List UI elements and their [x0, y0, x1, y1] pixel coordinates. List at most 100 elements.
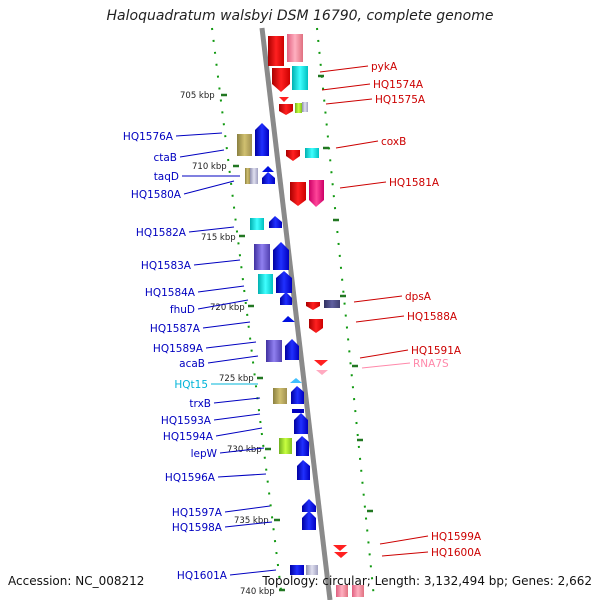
- gene-block[interactable]: [302, 102, 308, 112]
- gene-arrow[interactable]: [297, 460, 310, 480]
- gene-arrow[interactable]: [314, 360, 328, 366]
- gene-block[interactable]: [250, 218, 264, 230]
- gene-arrow[interactable]: [291, 386, 304, 404]
- label-HQ1580A[interactable]: HQ1580A: [131, 189, 182, 201]
- gene-block[interactable]: [245, 168, 250, 184]
- right-leader-lines: [319, 65, 429, 557]
- gene-block[interactable]: [352, 585, 364, 597]
- label-trxB[interactable]: trxB: [189, 398, 211, 410]
- ruler-label-725: 725 kbp: [219, 374, 254, 384]
- genome-backbone: [259, 27, 333, 600]
- gene-arrow[interactable]: [282, 316, 295, 322]
- gene-block[interactable]: [292, 409, 304, 413]
- label-HQ1583A[interactable]: HQ1583A: [141, 260, 192, 272]
- ruler-label-735: 735 kbp: [234, 516, 269, 526]
- gene-arrow[interactable]: [309, 319, 323, 333]
- gene-arrow[interactable]: [334, 552, 348, 558]
- gene-block[interactable]: [305, 148, 319, 158]
- gene-block[interactable]: [324, 300, 340, 308]
- label-RNA7S[interactable]: RNA7S: [413, 358, 449, 370]
- ruler-label-710: 710 kbp: [192, 162, 227, 172]
- label-fhuD[interactable]: fhuD: [170, 304, 195, 316]
- gene-arrow[interactable]: [279, 97, 289, 102]
- reverse-features: [268, 34, 364, 597]
- gene-block[interactable]: [287, 34, 303, 62]
- right-labels: pykA HQ1574A HQ1575A coxB HQ1581A dpsA H…: [371, 61, 482, 559]
- label-acaB[interactable]: acaB: [179, 358, 205, 370]
- gene-arrow[interactable]: [296, 436, 309, 456]
- map-title: Haloquadratum walsbyi DSM 16790, complet…: [106, 8, 494, 24]
- gene-arrow[interactable]: [279, 104, 293, 115]
- left-labels: HQ1576A ctaB taqD HQ1580A HQ1582A HQ1583…: [123, 131, 228, 582]
- gene-block[interactable]: [290, 565, 304, 575]
- gene-arrow[interactable]: [276, 271, 292, 293]
- label-HQ1589A[interactable]: HQ1589A: [153, 343, 204, 355]
- left-leader-lines: [175, 132, 277, 576]
- rna-arrow[interactable]: [316, 370, 328, 375]
- forward-features: [237, 123, 318, 575]
- label-taqD[interactable]: taqD: [154, 171, 179, 183]
- label-HQ1582A[interactable]: HQ1582A: [136, 227, 187, 239]
- label-lepW[interactable]: lepW: [191, 448, 218, 460]
- ruler-label-705: 705 kbp: [180, 91, 215, 101]
- label-HQ1574A[interactable]: HQ1574A: [373, 79, 424, 91]
- gene-block[interactable]: [266, 340, 282, 362]
- label-HQ1575A[interactable]: HQ1575A: [375, 94, 426, 106]
- gene-arrow[interactable]: [306, 302, 320, 310]
- gene-block[interactable]: [295, 103, 302, 113]
- label-HQ1593A[interactable]: HQ1593A: [161, 415, 212, 427]
- gene-arrow[interactable]: [262, 166, 274, 172]
- label-HQ1599A[interactable]: HQ1599A: [431, 531, 482, 543]
- gene-arrow[interactable]: [280, 292, 292, 305]
- ruler-label-740: 740 kbp: [240, 587, 275, 597]
- gene-arrow[interactable]: [285, 339, 299, 360]
- gene-arrow[interactable]: [255, 123, 269, 156]
- label-HQt15[interactable]: HQt15: [174, 379, 208, 391]
- gene-arrow[interactable]: [333, 545, 347, 551]
- label-pykA[interactable]: pykA: [371, 61, 398, 73]
- label-HQ1587A[interactable]: HQ1587A: [150, 323, 201, 335]
- gene-block[interactable]: [273, 388, 287, 404]
- label-HQ1584A[interactable]: HQ1584A: [145, 287, 196, 299]
- gene-arrow[interactable]: [302, 499, 316, 512]
- label-ctaB[interactable]: ctaB: [153, 152, 177, 164]
- gene-arrow[interactable]: [286, 150, 300, 161]
- gene-arrow[interactable]: [262, 172, 275, 184]
- label-HQ1597A[interactable]: HQ1597A: [172, 507, 223, 519]
- ruler-ticks: [221, 74, 373, 592]
- gene-block[interactable]: [258, 274, 273, 294]
- gene-arrow[interactable]: [272, 68, 290, 92]
- gene-block[interactable]: [254, 244, 270, 270]
- label-HQ1601A[interactable]: HQ1601A: [177, 570, 228, 582]
- label-HQ1591A[interactable]: HQ1591A: [411, 345, 462, 357]
- gene-arrow[interactable]: [294, 413, 308, 434]
- gene-arrow[interactable]: [309, 180, 324, 207]
- gene-block[interactable]: [250, 168, 258, 184]
- label-dpsA[interactable]: dpsA: [405, 291, 432, 303]
- gene-arrow[interactable]: [302, 511, 316, 530]
- gene-block[interactable]: [279, 438, 292, 454]
- rna-leader-line: [361, 362, 411, 369]
- label-HQ1600A[interactable]: HQ1600A: [431, 547, 482, 559]
- gene-block[interactable]: [292, 66, 308, 90]
- label-HQ1588A[interactable]: HQ1588A: [407, 311, 458, 323]
- gene-block[interactable]: [268, 36, 284, 66]
- gene-block[interactable]: [237, 134, 252, 156]
- label-HQ1594A[interactable]: HQ1594A: [163, 431, 214, 443]
- label-HQ1598A[interactable]: HQ1598A: [172, 522, 223, 534]
- gene-block[interactable]: [306, 565, 318, 575]
- gene-arrow[interactable]: [290, 182, 306, 206]
- label-HQ1596A[interactable]: HQ1596A: [165, 472, 216, 484]
- gene-arrow[interactable]: [273, 242, 289, 270]
- gene-block[interactable]: [336, 585, 348, 597]
- accession-text: Accession: NC_008212: [8, 574, 145, 588]
- right-dotted-track: [316, 27, 375, 599]
- gene-arrow[interactable]: [269, 216, 282, 228]
- ruler-label-720: 720 kbp: [210, 303, 245, 313]
- label-coxB[interactable]: coxB: [381, 136, 406, 148]
- trna-arrow[interactable]: [290, 378, 302, 383]
- label-HQ1581A[interactable]: HQ1581A: [389, 177, 440, 189]
- ruler-label-715: 715 kbp: [201, 233, 236, 243]
- label-HQ1576A[interactable]: HQ1576A: [123, 131, 174, 143]
